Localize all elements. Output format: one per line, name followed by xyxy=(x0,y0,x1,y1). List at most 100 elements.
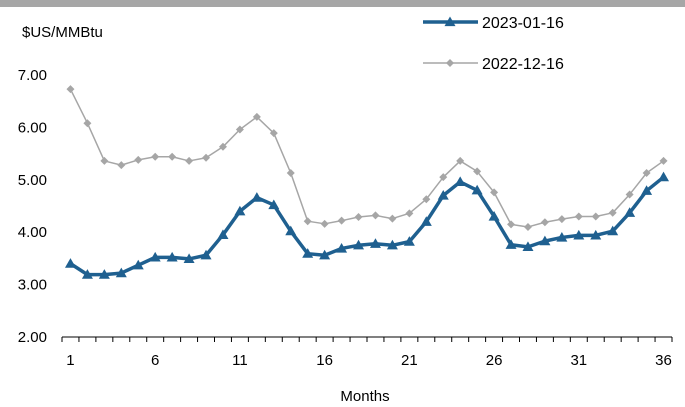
data-point xyxy=(573,229,585,240)
legend-item: 2023-01-16 xyxy=(423,15,564,32)
data-point xyxy=(98,269,110,279)
data-point xyxy=(320,219,329,228)
data-point xyxy=(269,129,278,138)
data-point xyxy=(268,199,280,210)
data-point xyxy=(405,209,414,218)
data-point xyxy=(371,211,380,220)
data-point xyxy=(149,251,161,262)
y-tick-label: 4.00 xyxy=(18,224,47,241)
x-axis-label: Months xyxy=(340,388,389,405)
data-point xyxy=(490,188,499,197)
x-tick-label: 36 xyxy=(655,352,672,369)
data-point xyxy=(505,239,517,249)
x-tick-label: 26 xyxy=(486,352,503,369)
data-point xyxy=(319,249,331,260)
data-point xyxy=(151,152,160,161)
data-point xyxy=(641,185,653,195)
data-point xyxy=(251,192,263,202)
data-point xyxy=(168,152,177,161)
data-point xyxy=(473,167,482,176)
legend-item: 2022-12-16 xyxy=(423,56,564,73)
data-point xyxy=(100,156,109,165)
data-point xyxy=(456,156,465,165)
data-point xyxy=(624,207,636,217)
data-point xyxy=(557,215,566,224)
data-point xyxy=(507,220,516,229)
x-tick-label: 31 xyxy=(570,352,587,369)
data-point xyxy=(574,212,583,221)
data-point xyxy=(439,173,448,182)
data-point xyxy=(115,267,127,278)
data-point xyxy=(337,216,346,225)
data-point xyxy=(202,153,211,162)
data-point xyxy=(185,156,194,165)
data-point xyxy=(539,235,551,246)
data-point xyxy=(302,248,314,258)
data-point xyxy=(183,253,195,264)
y-tick-label: 7.00 xyxy=(18,67,47,84)
data-point xyxy=(386,239,398,250)
axes: 2.003.004.005.006.007.001 6 11 16 21 26 31 36 xyxy=(18,67,673,369)
data-point xyxy=(625,190,634,199)
data-point xyxy=(608,208,617,217)
legend-marker xyxy=(444,16,456,27)
data-point xyxy=(591,212,600,221)
data-point xyxy=(286,168,295,177)
data-point xyxy=(658,171,670,182)
data-point xyxy=(369,238,381,248)
data-point xyxy=(217,229,229,239)
data-point xyxy=(64,258,76,268)
data-point xyxy=(422,195,431,204)
data-point xyxy=(540,218,549,227)
legend-marker xyxy=(446,59,454,67)
data-point xyxy=(81,269,93,279)
data-point xyxy=(354,213,363,222)
legend-label: 2023-01-16 xyxy=(482,15,564,32)
data-point xyxy=(134,155,143,164)
data-point xyxy=(166,251,178,262)
x-tick-label: 21 xyxy=(401,352,418,369)
y-tick-label: 6.00 xyxy=(18,119,47,136)
series-primary xyxy=(64,171,670,279)
y-tick-label: 2.00 xyxy=(18,329,47,346)
series-layer xyxy=(64,85,670,279)
data-point xyxy=(659,156,668,165)
series-secondary xyxy=(66,85,668,231)
data-point xyxy=(353,239,365,250)
data-point xyxy=(590,229,602,240)
data-point xyxy=(488,210,500,221)
data-point xyxy=(285,225,297,236)
data-point xyxy=(388,214,397,223)
data-point xyxy=(235,125,244,134)
data-point xyxy=(218,142,227,151)
data-point xyxy=(66,85,75,94)
data-point xyxy=(642,168,651,177)
data-point xyxy=(252,112,261,121)
data-point xyxy=(420,216,432,226)
data-point xyxy=(437,190,449,200)
x-tick-label: 11 xyxy=(232,352,248,369)
x-tick-label: 1 xyxy=(66,352,74,369)
x-tick-label: 6 xyxy=(151,352,159,369)
data-point xyxy=(607,225,619,236)
data-point xyxy=(336,242,348,253)
data-point xyxy=(523,222,532,231)
data-point xyxy=(83,119,92,128)
top-band xyxy=(0,0,685,7)
data-point xyxy=(403,236,415,246)
data-point xyxy=(234,205,246,216)
data-point xyxy=(132,259,144,270)
data-point xyxy=(522,241,534,251)
data-point xyxy=(117,161,126,170)
y-tick-label: 5.00 xyxy=(18,172,47,189)
y-tick-label: 3.00 xyxy=(18,277,47,294)
data-point xyxy=(556,231,568,242)
x-tick-label: 16 xyxy=(316,352,333,369)
data-point xyxy=(471,184,483,195)
legend: 2023-01-16 2022-12-16 xyxy=(423,15,564,73)
data-point xyxy=(454,176,466,187)
series-line xyxy=(69,88,664,228)
data-point xyxy=(200,249,212,260)
legend-label: 2022-12-16 xyxy=(482,56,564,73)
